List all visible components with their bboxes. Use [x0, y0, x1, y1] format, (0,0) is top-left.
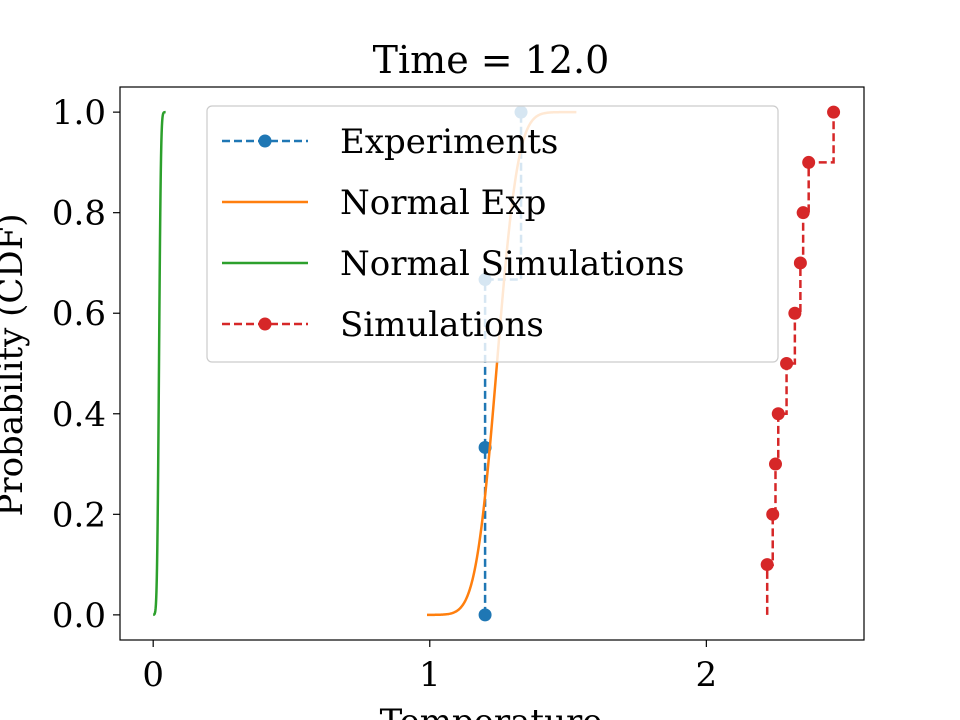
axes: 0 1 2 0.0 0.2 0.4 0.6 0.8 1.0 [52, 86, 865, 695]
data-point-simulations [793, 256, 807, 270]
data-point-simulations [766, 507, 780, 521]
x-axis-label: Temperature [380, 702, 603, 720]
legend-marker-simulations [258, 317, 272, 331]
legend-marker-experiments [258, 134, 272, 148]
y-tick-label: 0.4 [52, 395, 106, 435]
y-tick-label: 0.2 [52, 495, 106, 535]
x-tick-label: 2 [696, 655, 718, 695]
data-point-simulations [802, 155, 816, 169]
y-tick-label: 0.6 [52, 294, 106, 334]
y-axis-label: Probability (CDF) [0, 213, 31, 516]
legend-label-simulations: Simulations [340, 305, 544, 345]
data-point-simulations [771, 407, 785, 421]
data-point-simulations [768, 457, 782, 471]
legend-label-normal-simulations: Normal Simulations [340, 244, 684, 284]
chart-title: Time = 12.0 [373, 38, 610, 82]
x-tick-label: 1 [419, 655, 441, 695]
legend-box [206, 105, 779, 363]
data-point-experiments [478, 608, 492, 622]
legend: Experiments Normal Exp Normal Simulations S… [206, 105, 779, 363]
series-line-normal-simulations [152, 110, 166, 617]
legend-label-normal-exp: Normal Exp [340, 183, 546, 223]
data-point-simulations [827, 105, 841, 119]
data-point-simulations [788, 306, 802, 320]
data-point-simulations [780, 357, 794, 370]
x-tick-label: 0 [142, 655, 164, 695]
legend-label-experiments: Experiments [340, 122, 558, 162]
y-tick-label: 0.0 [52, 596, 106, 636]
data-point-simulations [796, 206, 810, 220]
data-point-simulations [760, 558, 774, 572]
plot-frame [119, 86, 865, 641]
y-tick-label: 0.8 [52, 194, 106, 234]
y-tick-label: 1.0 [52, 93, 106, 133]
